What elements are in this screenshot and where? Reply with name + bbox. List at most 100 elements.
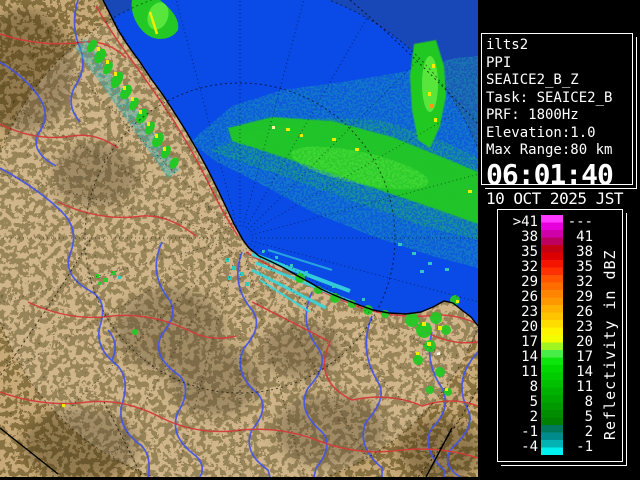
legend-right-label: 41 — [576, 229, 593, 245]
prf-value: PRF: 1800Hz — [486, 107, 579, 123]
legend-right-label: 35 — [576, 259, 593, 275]
legend-color-cell — [541, 230, 563, 245]
azimuth-spoke — [250, 111, 460, 233]
legend-row: 23 26 — [498, 305, 622, 320]
legend-color-cell — [541, 410, 563, 425]
legend-right-label: 5 — [584, 409, 593, 425]
legend-left-label: 8 — [529, 379, 538, 395]
radar-map-canvas — [0, 0, 478, 477]
azimuth-spoke — [251, 240, 478, 303]
legend-right-label: 32 — [576, 274, 593, 290]
legend-color-cell — [541, 380, 563, 395]
azimuth-spoke — [20, 243, 230, 365]
legend-color-cell — [541, 365, 563, 380]
legend-right-label: 11 — [576, 379, 593, 395]
legend-left-label: 14 — [521, 349, 538, 365]
legend-row: 20 23 — [498, 320, 622, 335]
railways — [0, 427, 453, 477]
azimuth-spoke — [20, 111, 230, 233]
legend-left-label: 20 — [521, 319, 538, 335]
legend-left-label: -1 — [521, 424, 538, 440]
azimuth-spoke — [248, 246, 420, 418]
azimuth-spoke — [60, 58, 232, 230]
legend-left-label: >41 — [512, 214, 538, 230]
azimuth-spoke — [0, 240, 229, 303]
range-rings-and-graticule — [0, 0, 478, 477]
legend-right-label: 26 — [576, 304, 593, 320]
legend-row: 29 32 — [498, 275, 622, 290]
product-id: SEAICE2_B_Z — [486, 72, 579, 88]
legend-left-label: 26 — [521, 289, 538, 305]
legend-left-label: 23 — [521, 304, 538, 320]
legend-right-label: 2 — [584, 424, 593, 440]
legend-right-label: 17 — [576, 349, 593, 365]
legend-row: 38 41 — [498, 230, 622, 245]
legend-row: 17 20 — [498, 335, 622, 350]
clock-time: 06:01:40 — [486, 157, 614, 191]
azimuth-spoke — [113, 248, 235, 458]
legend-row: 8 11 — [498, 380, 622, 395]
scan-mode: PPI — [486, 54, 512, 71]
echo-layer — [62, 0, 478, 407]
legend-left-label: 5 — [529, 394, 538, 410]
legend-row: 11 14 — [498, 365, 622, 380]
max-range-value: Max Range:80 km — [486, 142, 613, 158]
legend-left-label: 17 — [521, 334, 538, 350]
azimuth-spoke — [248, 58, 420, 230]
legend-right-label: 14 — [576, 364, 593, 380]
legend-color-cell — [541, 350, 563, 365]
site-id: ilts2 — [486, 37, 529, 53]
legend-left-label: 2 — [529, 409, 538, 425]
task-name: Task: SEAICE2_B — [486, 89, 613, 106]
legend-color-cell — [541, 335, 563, 350]
legend-right-label: 8 — [584, 394, 593, 410]
legend-row: 32 35 — [498, 260, 622, 275]
legend-right-label: 23 — [576, 319, 593, 335]
azimuth-spoke — [113, 18, 235, 228]
legend-row: 26 29 — [498, 290, 622, 305]
legend-left-label: 35 — [521, 244, 538, 260]
legend-left-label: 11 — [521, 364, 538, 380]
legend-color-cell — [541, 215, 563, 230]
legend-color-cell — [541, 395, 563, 410]
legend-right-label: 29 — [576, 289, 593, 305]
azimuth-spoke — [245, 18, 367, 228]
legend-color-cell — [541, 245, 563, 260]
legend-right-label: --- — [567, 214, 593, 230]
azimuth-spoke — [175, 0, 238, 227]
legend-color-cell — [541, 305, 563, 320]
info-panel: ilts2 PPI SEAICE2_B_Z Task: SEAICE2_B PR… — [481, 33, 633, 207]
legend-right-label: 20 — [576, 334, 593, 350]
legend-row: -4 -1 — [498, 440, 622, 455]
legend-color-cell — [541, 425, 563, 440]
legend-row: -1 2 — [498, 425, 622, 440]
reflectivity-legend: >41 --- 38 41 35 38 32 35 29 32 26 29 23 26 20 23 17 20 14… — [497, 209, 623, 462]
azimuth-spoke — [245, 248, 367, 458]
legend-left-label: 38 — [521, 229, 538, 245]
legend-title: Reflectivity in dBZ — [601, 249, 619, 441]
azimuth-spoke — [242, 249, 305, 477]
elevation-value: Elevation:1.0 — [486, 124, 596, 141]
legend-color-cell — [541, 320, 563, 335]
clock-date: 10 OCT 2025 JST — [486, 188, 624, 208]
legend-row: >41 --- — [498, 215, 622, 230]
legend-row: 35 38 — [498, 245, 622, 260]
azimuth-spoke — [251, 173, 478, 236]
azimuth-spoke — [60, 246, 232, 418]
legend-right-label: -1 — [576, 439, 593, 455]
legend-left-label: 32 — [521, 259, 538, 275]
legend-left-label: -4 — [521, 439, 538, 455]
rivers — [0, 0, 478, 477]
legend-color-cell — [541, 275, 563, 290]
azimuth-spoke — [250, 243, 460, 365]
legend-left-label: 29 — [521, 274, 538, 290]
legend-color-cell — [541, 290, 563, 305]
legend-color-cell — [541, 260, 563, 275]
azimuth-spoke — [242, 0, 305, 227]
azimuth-spoke — [175, 249, 238, 477]
legend-right-label: 38 — [576, 244, 593, 260]
legend-color-cell — [541, 440, 563, 455]
legend-rows: >41 --- 38 41 35 38 32 35 29 32 26 29 23 26 20 23 17 20 14… — [498, 215, 622, 455]
